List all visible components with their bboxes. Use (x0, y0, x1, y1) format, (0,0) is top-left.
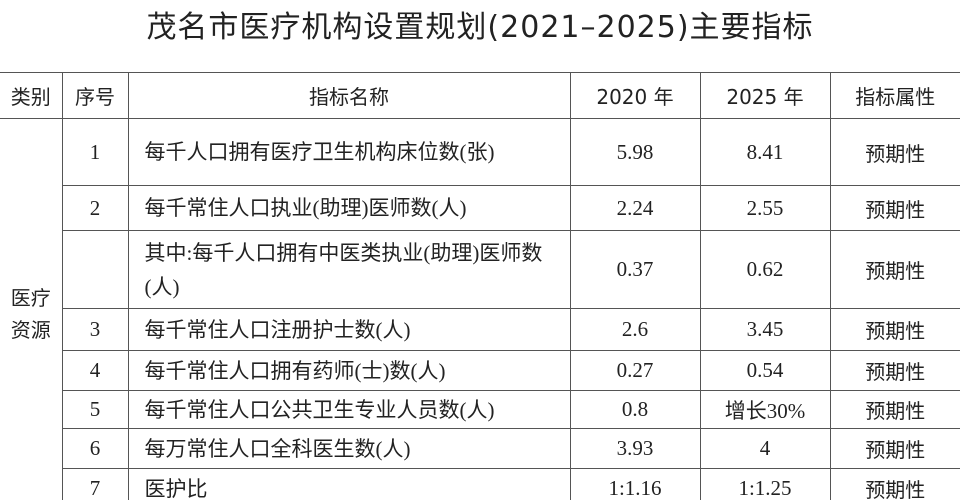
column-header: 类别 (0, 72, 63, 119)
value-2025: 1:1.25 (699, 468, 831, 500)
attr-cell: 预期性 (829, 428, 960, 469)
name-cell: 每千常住人口注册护士数(人) (127, 308, 571, 351)
indicator-table: 类别 序号 指标名称 2020 年 2025 年指标属性 医疗资源 1 每千人口拥有医疗卫生… (0, 72, 960, 500)
table-row: 4 每千常住人口拥有药师(士)数(人) 0.27 0.54 预期性 (0, 350, 960, 391)
seq-cell (62, 230, 129, 309)
category-cell: 医疗资源 (0, 118, 63, 500)
table-row: 其中:每千人口拥有中医类执业(助理)医师数(人) 0.37 0.62 预期性 (0, 230, 960, 309)
value-2025: 3.45 (699, 308, 831, 351)
value-2025: 2.55 (699, 185, 831, 231)
column-header: 指标名称 (127, 72, 571, 119)
name-cell: 每万常住人口全科医生数(人) (127, 428, 571, 469)
name-cell: 每千常住人口拥有药师(士)数(人) (127, 350, 571, 391)
attr-cell: 预期性 (829, 118, 960, 186)
value-2025: 0.62 (699, 230, 831, 309)
attr-cell: 预期性 (829, 468, 960, 500)
header-row: 类别 序号 指标名称 2020 年 2025 年指标属性 (0, 72, 960, 119)
value-2020: 0.27 (569, 350, 701, 391)
table-row: 2 每千常住人口执业(助理)医师数(人) 2.24 2.55 预期性 (0, 185, 960, 231)
seq-cell: 5 (62, 390, 129, 429)
name-cell: 其中:每千人口拥有中医类执业(助理)医师数(人) (127, 230, 571, 309)
seq-cell: 7 (62, 468, 129, 500)
table-body: 医疗资源 1 每千人口拥有医疗卫生机构床位数(张) 5.98 8.41 预期性 2 每千常住人… (0, 118, 960, 500)
category-text: 医疗资源 (10, 285, 51, 342)
seq-cell: 2 (62, 185, 129, 231)
attr-cell: 预期性 (829, 308, 960, 351)
title: 茂名市医疗机构设置规划(2021–2025)主要指标 (146, 10, 814, 45)
table-row: 医疗资源 1 每千人口拥有医疗卫生机构床位数(张) 5.98 8.41 预期性 (0, 118, 960, 500)
name-cell: 医护比 (127, 468, 571, 500)
attr-cell: 预期性 (829, 230, 960, 309)
attr-cell: 预期性 (829, 390, 960, 429)
value-2020: 5.98 (569, 118, 701, 186)
attr-cell: 预期性 (829, 185, 960, 231)
value-2020: 1:1.16 (569, 468, 701, 500)
seq-cell: 1 (61, 118, 129, 186)
seq-cell: 6 (62, 428, 129, 469)
column-header: 序号 (61, 72, 129, 119)
value-2020: 3.93 (569, 428, 701, 469)
column-header: 2020 年 (569, 72, 701, 119)
table-row: 5 每千常住人口公共卫生专业人员数(人) 0.8 增长30% 预期性 (0, 390, 960, 429)
value-2025: 增长30% (699, 390, 831, 429)
seq-cell: 3 (62, 308, 129, 351)
value-2025: 8.41 (699, 118, 831, 186)
column-header: 2025 年 (699, 72, 831, 119)
column-header: 指标属性 (829, 72, 960, 119)
seq-cell: 4 (62, 350, 129, 391)
name-cell: 每千人口拥有医疗卫生机构床位数(张) (127, 118, 571, 186)
value-2020: 0.37 (569, 230, 701, 309)
value-2020: 2.24 (569, 185, 701, 231)
name-cell: 每千常住人口公共卫生专业人员数(人) (127, 390, 571, 429)
table-row: 7 医护比 1:1.16 1:1.25 预期性 (0, 468, 960, 500)
attr-cell: 预期性 (829, 350, 960, 391)
table-row: 6 每万常住人口全科医生数(人) 3.93 4 预期性 (0, 428, 960, 469)
value-2025: 4 (699, 428, 831, 469)
table-row: 3 每千常住人口注册护士数(人) 2.6 3.45 预期性 (0, 308, 960, 351)
value-2025: 0.54 (699, 350, 831, 391)
name-cell: 每千常住人口执业(助理)医师数(人) (127, 185, 571, 231)
value-2020: 0.8 (569, 390, 701, 429)
value-2020: 2.6 (569, 308, 701, 351)
